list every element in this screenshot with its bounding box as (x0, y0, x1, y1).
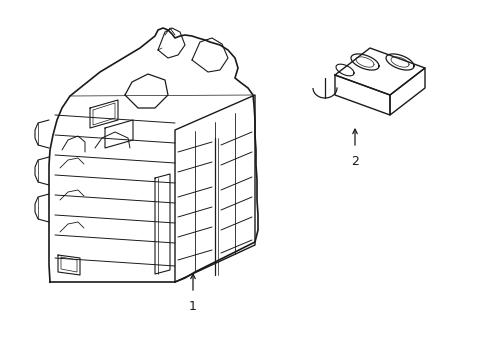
Text: 1: 1 (189, 300, 197, 313)
Text: 2: 2 (350, 155, 358, 168)
